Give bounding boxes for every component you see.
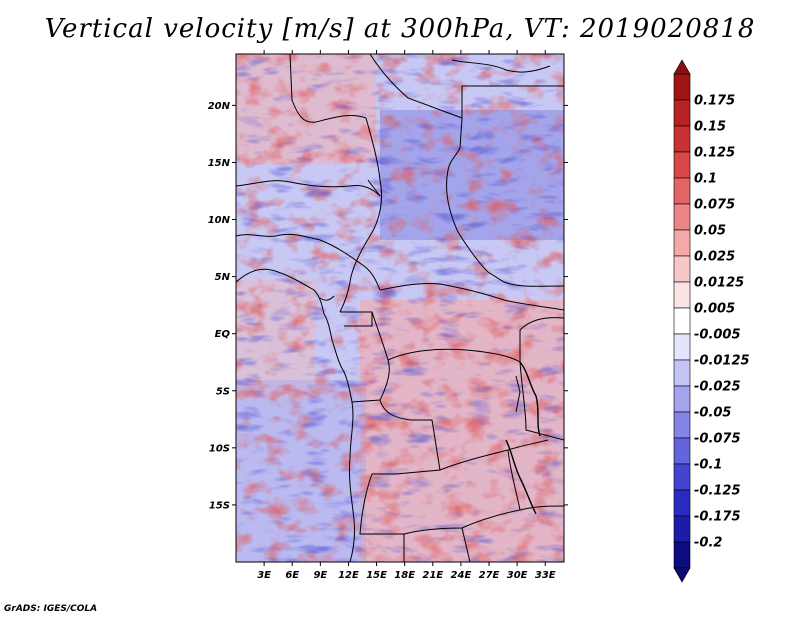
y-tick-label: EQ bbox=[215, 329, 231, 340]
colorbar-label: -0.2 bbox=[694, 536, 722, 551]
colorbar-label: -0.05 bbox=[694, 406, 731, 421]
x-tick-label: 24E bbox=[451, 570, 472, 581]
colorbar-label: 0.125 bbox=[694, 146, 735, 161]
colorbar-segment bbox=[673, 177, 691, 205]
colorbar-segment bbox=[673, 489, 691, 517]
colorbar-segment bbox=[673, 515, 691, 543]
y-tick-label: 5S bbox=[216, 386, 230, 397]
colorbar-label: 0.1 bbox=[694, 172, 717, 187]
colorbar-segment bbox=[673, 333, 691, 361]
x-tick-label: 33E bbox=[535, 570, 556, 581]
x-tick-label: 9E bbox=[313, 570, 327, 581]
y-tick-label: 10N bbox=[208, 215, 231, 226]
colorbar-label: -0.175 bbox=[694, 510, 741, 525]
y-tick-label: 20N bbox=[208, 101, 231, 112]
colorbar-segment bbox=[673, 229, 691, 257]
x-tick-label: 27E bbox=[479, 570, 500, 581]
colorbar-label: 0.005 bbox=[694, 302, 735, 317]
colorbar-label: 0.075 bbox=[694, 198, 735, 213]
colorbar-label: -0.005 bbox=[694, 328, 741, 343]
y-tick-label: 15N bbox=[208, 158, 231, 169]
colorbar-segment bbox=[673, 463, 691, 491]
y-axis: 20N 15N 10N 5N EQ 5S 10S 15S bbox=[208, 101, 568, 511]
colorbar-segment bbox=[673, 125, 691, 153]
x-tick-label: 30E bbox=[507, 570, 528, 581]
colorbar-top-arrow bbox=[673, 59, 691, 75]
colorbar-segment bbox=[673, 281, 691, 309]
colorbar-segment bbox=[673, 255, 691, 283]
chart-title: Vertical velocity [m/s] at 300hPa, VT: 2… bbox=[44, 14, 756, 44]
colorbar-label: -0.025 bbox=[694, 380, 741, 395]
colorbar-label: 0.025 bbox=[694, 250, 735, 265]
colorbar-label: 0.175 bbox=[694, 94, 735, 109]
x-tick-label: 15E bbox=[366, 570, 387, 581]
colorbar-segment bbox=[673, 99, 691, 127]
colorbar-segment bbox=[673, 307, 691, 335]
vertical-velocity-field bbox=[236, 54, 564, 562]
colorbar-segment bbox=[673, 385, 691, 413]
x-tick-label: 3E bbox=[257, 570, 271, 581]
x-tick-label: 18E bbox=[394, 570, 415, 581]
colorbar-label: -0.1 bbox=[694, 458, 722, 473]
credit-label: GrADS: IGES/COLA bbox=[4, 604, 98, 614]
colorbar-label: 0.15 bbox=[694, 120, 726, 135]
colorbar-label: -0.125 bbox=[694, 484, 741, 499]
colorbar-segment bbox=[673, 541, 691, 569]
colorbar-label: 0.05 bbox=[694, 224, 726, 239]
colorbar-segment bbox=[673, 437, 691, 465]
x-tick-label: 12E bbox=[338, 570, 359, 581]
y-tick-label: 10S bbox=[209, 443, 230, 454]
colorbar-label: -0.0125 bbox=[694, 354, 750, 369]
colorbar-segment bbox=[673, 203, 691, 231]
colorbar-segment bbox=[673, 411, 691, 439]
colorbar-label: -0.075 bbox=[694, 432, 741, 447]
x-tick-label: 21E bbox=[422, 570, 443, 581]
map-frame bbox=[235, 53, 565, 563]
y-tick-label: 5N bbox=[215, 272, 231, 283]
x-tick-label: 6E bbox=[285, 570, 299, 581]
colorbar-segment bbox=[673, 151, 691, 179]
colorbar-segment bbox=[673, 359, 691, 387]
x-axis: 3E 6E 9E 12E 15E 18E 21E 24E 27E 30E 33E bbox=[257, 50, 556, 581]
colorbar-segment bbox=[673, 73, 691, 101]
colorbar: 0.175 0.15 0.125 0.1 0.075 0.05 0.025 0.0125 0.0… bbox=[673, 59, 750, 583]
colorbar-label: 0.0125 bbox=[694, 276, 744, 291]
colorbar-bottom-arrow bbox=[673, 567, 691, 583]
country-boundaries bbox=[236, 54, 564, 562]
y-tick-label: 15S bbox=[209, 500, 230, 511]
